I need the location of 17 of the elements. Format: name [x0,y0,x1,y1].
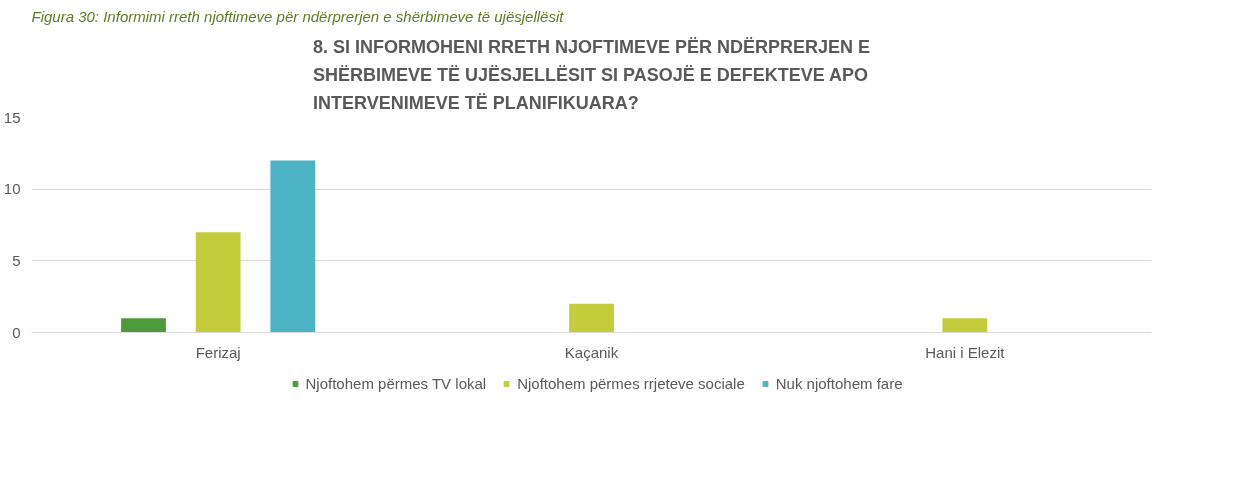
legend-label: Nuk njoftohem fare [775,374,903,392]
bar [270,160,316,333]
bar [195,232,241,333]
text: Figura 30: Informimi rreth njoftimeve për ndërprerjen e shërbimeve të ujësjellësit [31,7,565,25]
y-tick-label: 10 [3,180,21,198]
bar [569,303,614,333]
x-tick-label: Ferizaj [195,343,241,361]
chart-title: 8. SI INFORMOHENI RRETH NJOFTIMEVE PËR NDËRPRERJEN E SHËRBIMEVE TË UJËSJELLËSIT SI PASOJË E DEFEKTEVE APO INTERVENIMEVE TË PLANIFIKUARA? [312,36,871,113]
bar [942,318,988,333]
y-tick-label: 15 [3,108,21,126]
x-tick-label: Hani i Elezit [925,343,1006,361]
y-tick-label: 5 [12,251,21,269]
x-tick-label: Kaçanik [564,343,619,361]
legend-label: Njoftohem përmes rrjeteve sociale [517,374,745,392]
legend-label: Njoftohem përmes TV lokal [305,374,487,392]
y-tick-label: 0 [12,323,21,341]
bar [121,318,166,333]
